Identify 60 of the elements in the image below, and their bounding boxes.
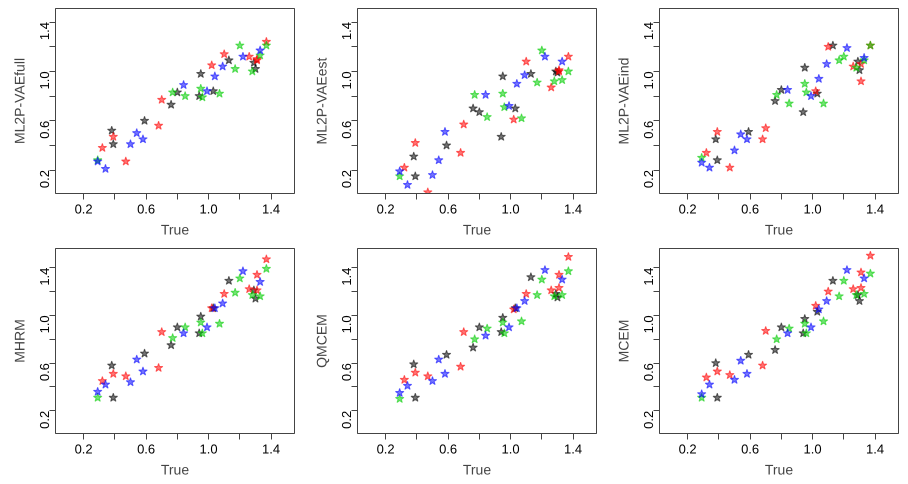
y-tick-label: 1.4 [339,22,354,40]
y-tick-label: 0.6 [37,120,52,139]
y-tick-label: 0.2 [37,410,52,429]
x-tick-label: 1.4 [564,442,582,456]
x-tick-label: 0.2 [74,202,93,216]
x-tick-label: 0.6 [439,442,458,456]
y-tick-label: 1.4 [37,268,52,286]
y-tick-label: 0.2 [339,170,354,188]
x-axis-title: True [764,222,794,238]
x-tick-label: 0.6 [439,202,458,216]
y-tick-label: 1.0 [641,71,656,90]
y-tick-label: 0.6 [641,363,656,382]
x-tick-label: 1.0 [200,202,218,216]
y-tick-label: 0.6 [339,363,354,382]
y-tick-label: 1.0 [641,315,656,334]
x-tick-label: 0.2 [678,202,697,216]
y-tick-label: 0.2 [339,410,354,429]
x-tick-label: 1.0 [502,442,520,456]
y-axis-title: ML2P-VAEest [314,57,330,144]
x-tick-label: 0.2 [74,442,93,456]
y-tick-label: 1.4 [37,22,52,40]
y-tick-label: 1.4 [641,268,656,286]
x-tick-label: 0.6 [741,202,760,216]
x-tick-label: 1.4 [564,202,582,216]
y-tick-label: 1.4 [641,22,656,40]
x-axis-title: True [462,462,492,478]
y-tick-label: 1.0 [37,71,52,90]
y-axis-title: MHRM [12,319,28,363]
x-tick-label: 0.6 [137,442,156,456]
x-tick-label: 1.0 [502,202,520,216]
x-tick-label: 1.0 [804,202,822,216]
y-tick-label: 0.2 [37,170,52,188]
x-tick-label: 1.4 [262,202,280,216]
y-tick-label: 1.0 [37,315,52,334]
y-tick-label: 0.6 [37,363,52,382]
y-tick-label: 1.4 [339,268,354,286]
x-tick-label: 1.4 [262,442,280,456]
x-axis-title: True [160,462,190,478]
x-axis-title: True [764,462,794,478]
x-tick-label: 0.2 [678,442,697,456]
x-tick-label: 0.6 [741,442,760,456]
y-tick-label: 1.0 [339,315,354,334]
y-tick-label: 0.6 [339,120,354,139]
x-tick-label: 0.2 [376,442,395,456]
x-tick-label: 0.6 [137,202,156,216]
x-tick-label: 0.2 [376,202,395,216]
y-tick-label: 0.6 [641,120,656,139]
y-tick-label: 0.2 [641,410,656,429]
y-axis-title: ML2P-VAEind [616,58,632,144]
x-tick-label: 1.4 [866,202,884,216]
x-tick-label: 1.4 [866,442,884,456]
y-axis-title: ML2P-VAEfull [12,58,28,144]
x-tick-label: 1.0 [200,442,218,456]
y-tick-label: 0.2 [641,170,656,188]
x-tick-label: 1.0 [804,442,822,456]
y-axis-title: MCEM [616,320,632,362]
x-axis-title: True [462,222,492,238]
y-axis-title: QMCEM [314,314,330,368]
y-tick-label: 1.0 [339,71,354,90]
x-axis-title: True [160,222,190,238]
